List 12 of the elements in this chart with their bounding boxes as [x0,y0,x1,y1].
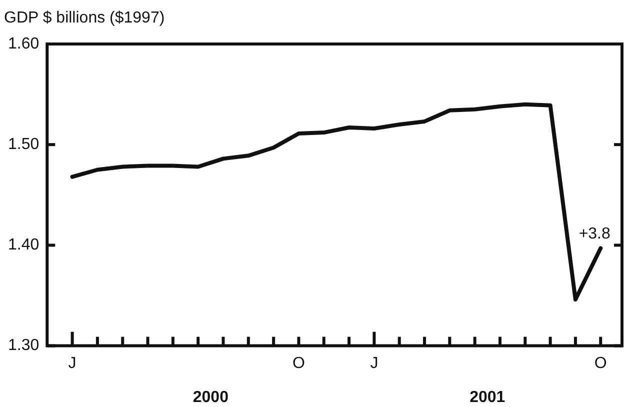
x-tick-label: O [594,354,607,372]
y-tick-label: 1.40 [8,236,40,254]
x-tick-label: J [68,354,76,372]
y-tick-label: 1.60 [8,35,40,52]
y-axis-title: GDP $ billions ($1997) [4,9,165,26]
text: 2001 [470,389,506,406]
y-tick-label: 1.30 [8,337,40,354]
x-tick-label: O [292,354,305,372]
y-tick-label: 1.50 [8,136,40,154]
x-tick-label: J [370,354,378,372]
text: 2000 [192,389,229,406]
annotation: +3.8 [578,226,611,243]
